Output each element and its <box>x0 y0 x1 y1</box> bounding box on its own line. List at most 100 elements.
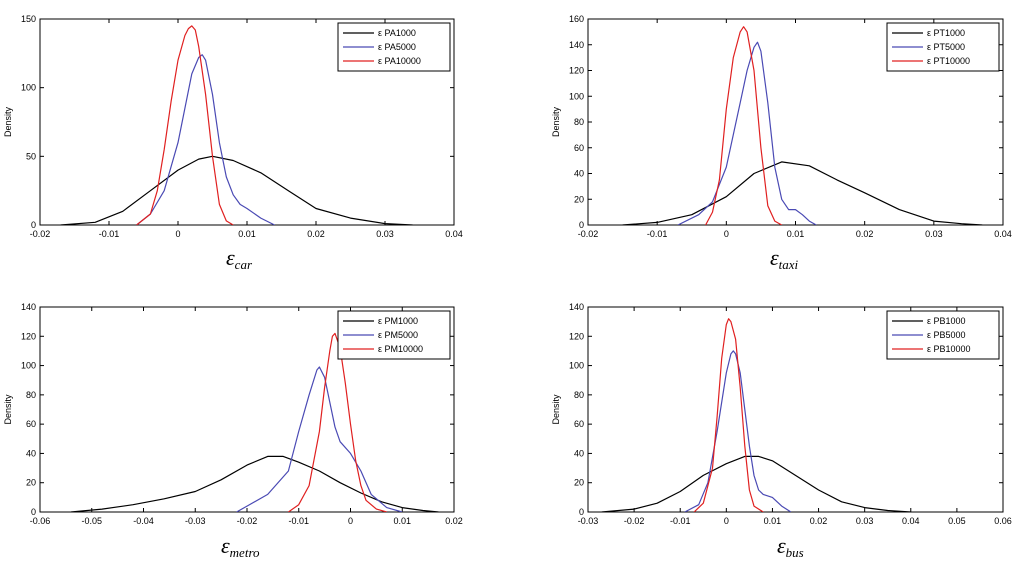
x-tick-label: 0.02 <box>307 229 325 239</box>
x-axis-label-symbol: ε <box>226 245 235 270</box>
y-tick-label: 100 <box>21 83 36 93</box>
legend-entry: ε PA1000 <box>378 28 416 38</box>
y-tick-label: 160 <box>569 14 584 24</box>
legend-entry: ε PB10000 <box>927 344 971 354</box>
y-tick-label: 60 <box>574 419 584 429</box>
x-axis-label-subscript: taxi <box>779 257 799 272</box>
x-tick-label: 0.04 <box>994 229 1012 239</box>
y-axis-label: Density <box>551 106 561 137</box>
x-tick-label: 0.03 <box>376 229 394 239</box>
legend-entry: ε PT10000 <box>927 56 970 66</box>
series-line-3 <box>705 26 782 225</box>
y-tick-label: 140 <box>569 40 584 50</box>
series-line-2 <box>136 54 275 225</box>
x-tick-label: -0.05 <box>81 516 102 526</box>
y-tick-label: 20 <box>574 478 584 488</box>
y-tick-label: 0 <box>31 507 36 517</box>
y-tick-label: 60 <box>574 143 584 153</box>
y-axis-label: Density <box>3 394 13 425</box>
x-axis-label-symbol: ε <box>770 245 779 270</box>
chart-panel-taxi: -0.02 -0.01 0 0.01 0.02 0.03 0.04 0 20 40 60 80 100 1… <box>551 14 1012 272</box>
x-tick-label: 0 <box>724 229 729 239</box>
y-tick-label: 100 <box>569 91 584 101</box>
x-tick-label: 0.06 <box>994 516 1012 526</box>
x-axis-label: εmetro <box>221 533 260 560</box>
x-tick-label: -0.01 <box>99 229 120 239</box>
y-tick-label: 0 <box>31 220 36 230</box>
y-tick-label: 150 <box>21 14 36 24</box>
legend: ε PB1000 ε PB5000 ε PB10000 <box>886 310 1000 360</box>
y-axis-label: Density <box>551 394 561 425</box>
y-tick-label: 120 <box>569 331 584 341</box>
x-axis-label-subscript: metro <box>230 545 260 560</box>
x-tick-label: -0.04 <box>133 516 154 526</box>
legend-entry: ε PM5000 <box>378 330 418 340</box>
x-axis-label: εbus <box>777 533 804 560</box>
y-tick-label: 40 <box>574 448 584 458</box>
x-tick-label: 0.01 <box>764 516 782 526</box>
y-tick-label: 20 <box>26 478 36 488</box>
x-tick-label: 0.02 <box>445 516 463 526</box>
legend: ε PM1000 ε PM5000 ε PM10000 <box>337 310 451 360</box>
chart-panel-metro: -0.06 -0.05 -0.04 -0.03 -0.02 -0.01 0 0.01 0.02 0… <box>3 302 463 560</box>
legend-entry: ε PB1000 <box>927 316 966 326</box>
y-tick-label: 120 <box>569 66 584 76</box>
x-tick-label: 0.01 <box>393 516 411 526</box>
y-tick-label: 80 <box>574 390 584 400</box>
y-tick-label: 0 <box>579 507 584 517</box>
y-tick-label: 20 <box>574 194 584 204</box>
legend-entry: ε PT5000 <box>927 42 965 52</box>
y-tick-label: 40 <box>26 448 36 458</box>
legend-entry: ε PM1000 <box>378 316 418 326</box>
x-tick-label: -0.02 <box>624 516 645 526</box>
x-tick-label: 0 <box>348 516 353 526</box>
x-tick-label: -0.01 <box>647 229 668 239</box>
series-line-1 <box>70 455 439 512</box>
x-axis-label: εcar <box>226 245 253 272</box>
y-tick-label: 80 <box>574 117 584 127</box>
x-tick-label: 0.05 <box>948 516 966 526</box>
legend-entry: ε PA5000 <box>378 42 416 52</box>
series-line-1 <box>622 161 983 225</box>
y-tick-label: 120 <box>21 331 36 341</box>
x-tick-label: -0.01 <box>288 516 309 526</box>
x-tick-label: 0.03 <box>925 229 943 239</box>
x-axis-label-symbol: ε <box>777 533 786 558</box>
y-tick-label: 40 <box>574 169 584 179</box>
chart-panel-car: -0.02 -0.01 0 0.01 0.02 0.03 0.04 0 50 100 150 Dens… <box>3 14 463 272</box>
legend: ε PA1000 ε PA5000 ε PA10000 <box>337 22 451 72</box>
x-tick-label: 0.01 <box>238 229 256 239</box>
chart-panel-bus: -0.03 -0.02 -0.01 0 0.01 0.02 0.03 0.04 0.05 0.06… <box>551 302 1012 560</box>
x-tick-label: -0.02 <box>237 516 258 526</box>
x-tick-label: 0 <box>175 229 180 239</box>
y-tick-label: 140 <box>21 302 36 312</box>
x-tick-label: -0.06 <box>30 516 51 526</box>
x-tick-label: -0.03 <box>185 516 206 526</box>
x-tick-label: -0.03 <box>578 516 599 526</box>
x-tick-label: 0.02 <box>856 229 874 239</box>
series-line-3 <box>136 25 234 225</box>
y-tick-label: 50 <box>26 151 36 161</box>
x-tick-label: -0.01 <box>670 516 691 526</box>
x-tick-label: 0.02 <box>810 516 828 526</box>
x-tick-label: 0.04 <box>902 516 920 526</box>
legend-entry: ε PA10000 <box>378 56 421 66</box>
x-axis-label-subscript: bus <box>786 545 804 560</box>
y-tick-label: 100 <box>21 361 36 371</box>
series-line-1 <box>601 455 911 512</box>
x-tick-label: -0.02 <box>578 229 599 239</box>
legend-entry: ε PT1000 <box>927 28 965 38</box>
x-axis-label-symbol: ε <box>221 533 230 558</box>
series-line-2 <box>236 366 403 512</box>
series-line-3 <box>693 318 764 512</box>
y-tick-label: 80 <box>26 390 36 400</box>
x-axis-label-subscript: car <box>235 257 253 272</box>
y-tick-label: 100 <box>569 361 584 371</box>
x-tick-label: -0.02 <box>30 229 51 239</box>
x-tick-label: 0 <box>724 516 729 526</box>
y-axis-label: Density <box>3 106 13 137</box>
legend: ε PT1000 ε PT5000 ε PT10000 <box>886 22 1000 72</box>
x-tick-label: 0.03 <box>856 516 874 526</box>
x-tick-label: 0.01 <box>787 229 805 239</box>
